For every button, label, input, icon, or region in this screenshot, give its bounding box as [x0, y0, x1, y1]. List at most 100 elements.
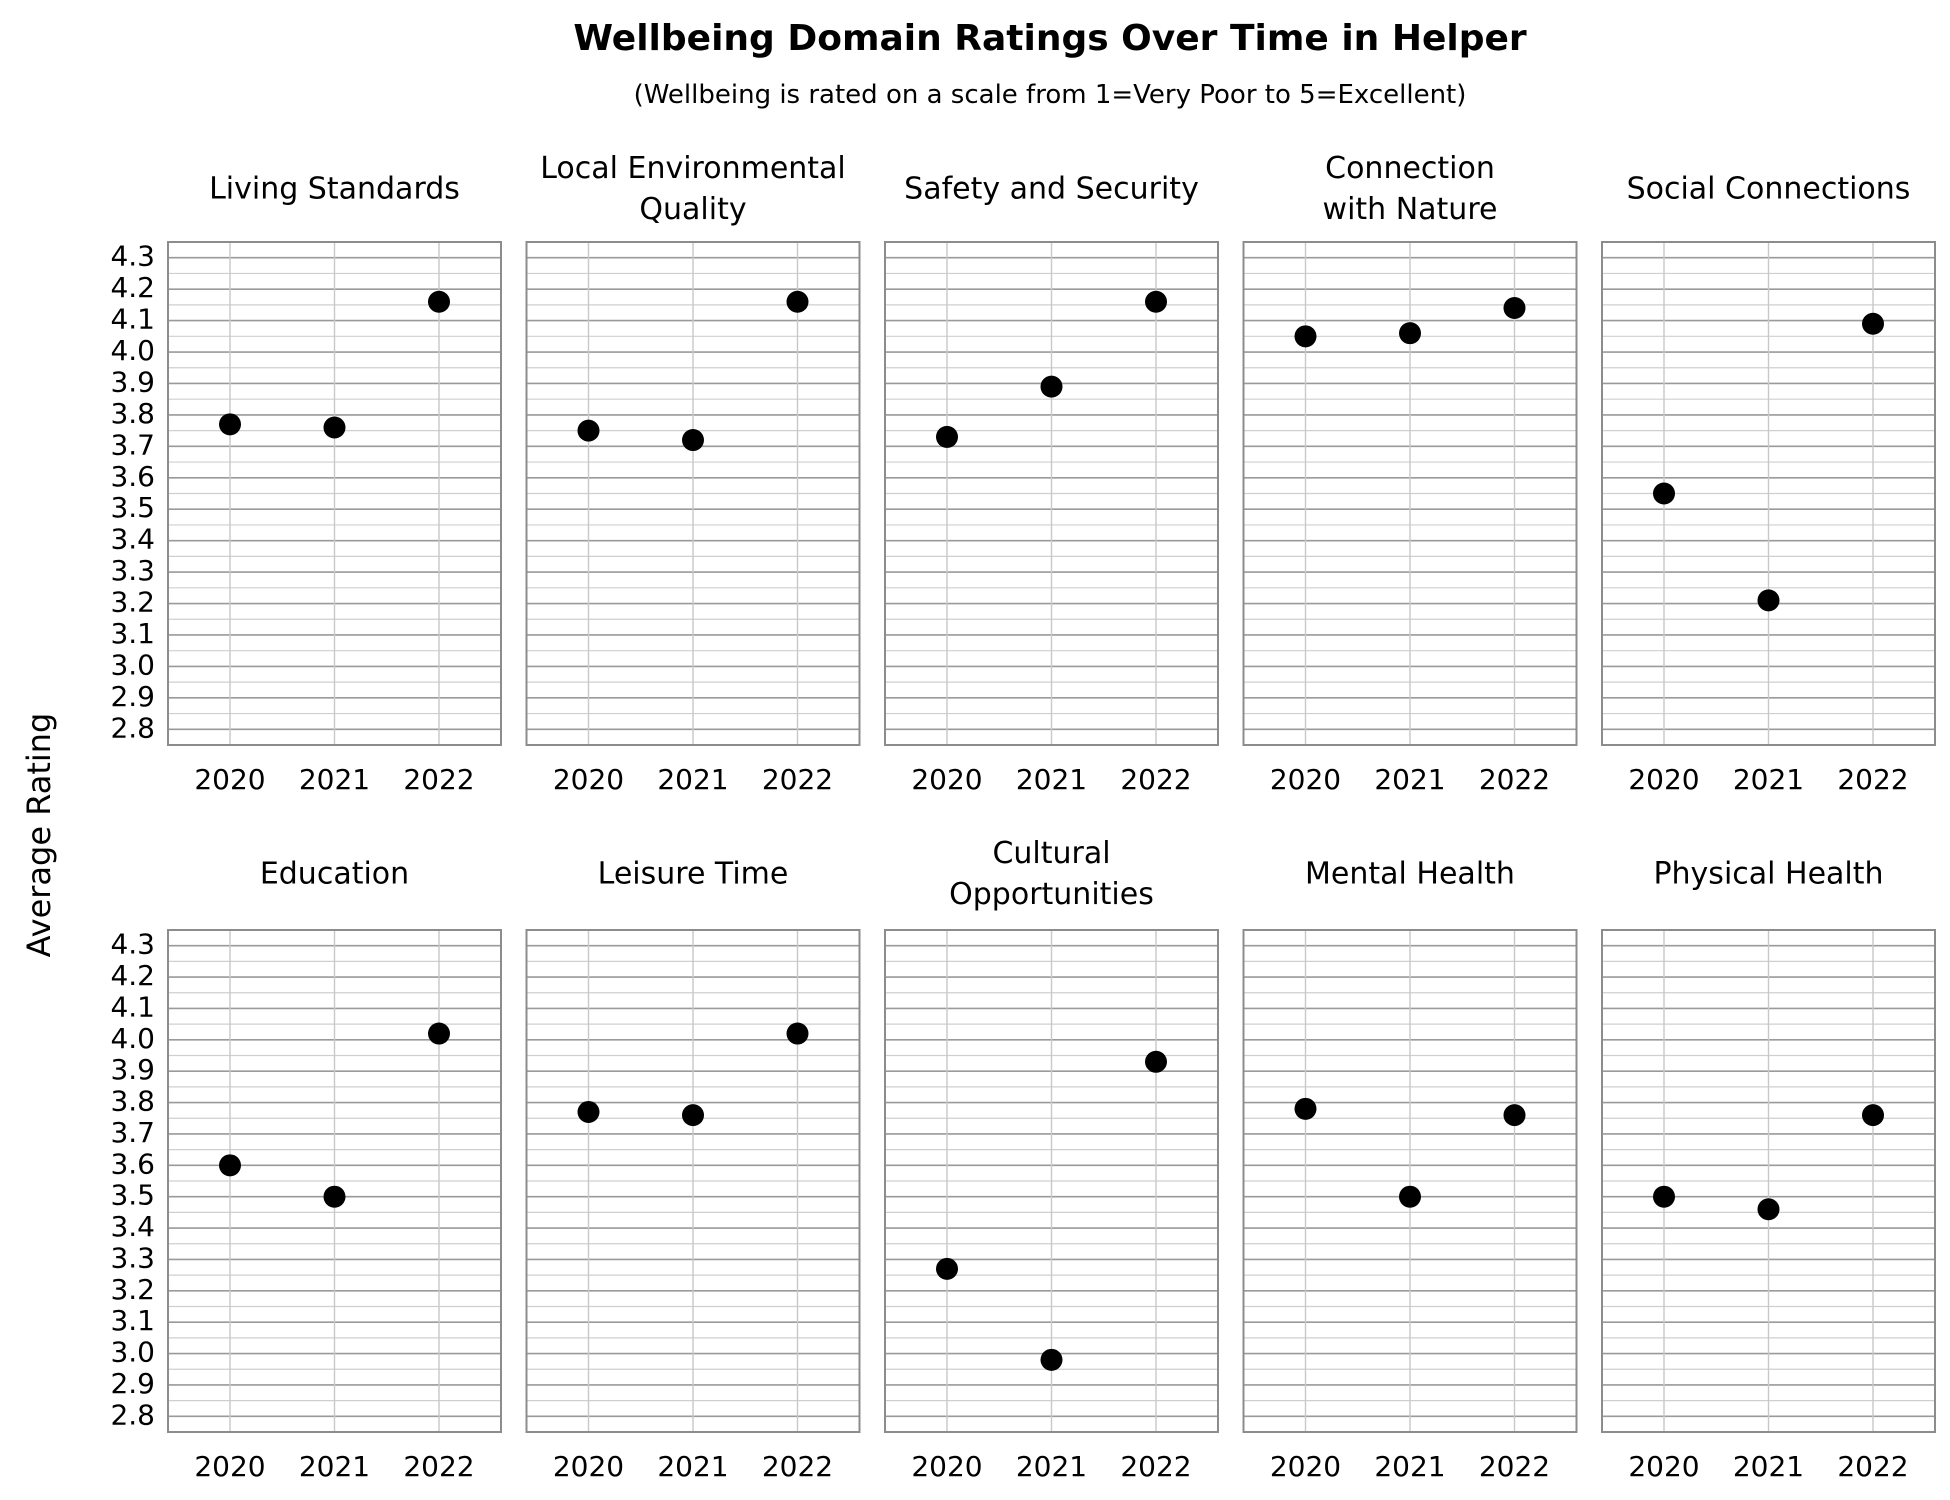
y-tick-label: 4.3 [110, 928, 155, 961]
panel-border [1601, 929, 1936, 1433]
data-point [1503, 297, 1526, 320]
y-tick-label: 3.9 [110, 365, 155, 398]
y-tick-label: 3.7 [110, 428, 155, 461]
y-tick-label: 3.5 [110, 1179, 155, 1212]
y-tick-label: 2.9 [110, 680, 155, 713]
x-tick-label: 2022 [403, 763, 474, 796]
data-point [577, 419, 600, 442]
y-tick-label: 3.3 [110, 554, 155, 587]
x-tick-label: 2022 [1837, 1450, 1908, 1483]
chart-subtitle: (Wellbeing is rated on a scale from 1=Ve… [634, 80, 1467, 110]
x-tick-label: 2021 [657, 1450, 728, 1483]
data-point [577, 1100, 600, 1123]
x-tick-label: 2021 [657, 763, 728, 796]
data-point [1862, 312, 1884, 335]
data-point [1145, 290, 1167, 313]
x-tick-label: 2022 [1479, 1450, 1550, 1483]
data-point [786, 1022, 809, 1045]
data-point [1145, 1050, 1167, 1073]
panel-border [167, 929, 502, 1433]
y-tick-label: 3.6 [110, 460, 155, 493]
x-tick-label: 2020 [911, 763, 982, 796]
x-tick-label: 2021 [1733, 763, 1804, 796]
x-tick-label: 2020 [194, 763, 265, 796]
chart-title: Wellbeing Domain Ratings Over Time in He… [573, 18, 1527, 59]
panel-title: Cultural [992, 836, 1110, 871]
panel: Local Environmental Quality 2020 2021 2022 [525, 151, 861, 796]
x-tick-label: 2021 [299, 763, 370, 796]
y-tick-label: 3.9 [110, 1053, 155, 1086]
y-tick-label: 2.8 [110, 711, 155, 744]
data-point [1399, 322, 1421, 345]
panel-title: with Nature [1323, 192, 1498, 227]
y-tick-label: 4.2 [110, 959, 155, 992]
data-point [428, 290, 450, 313]
panel-title: Connection [1325, 151, 1495, 186]
panel-title: Quality [639, 192, 746, 227]
data-point [682, 429, 704, 452]
y-tick-label: 3.7 [110, 1116, 155, 1149]
y-tick-label: 3.8 [110, 1085, 155, 1118]
x-tick-label: 2020 [1270, 763, 1341, 796]
x-tick-label: 2020 [1628, 763, 1699, 796]
data-point [1757, 1198, 1780, 1221]
y-tick-label: 4.1 [110, 303, 155, 336]
panel-title: Opportunities [949, 877, 1154, 912]
data-point [1757, 589, 1780, 612]
y-tick-label: 3.1 [110, 1304, 155, 1337]
data-point [1294, 325, 1317, 348]
y-tick-label: 3.4 [110, 523, 155, 556]
panel-title: Living Standards [209, 172, 460, 207]
y-tick-label: 4.1 [110, 990, 155, 1023]
data-point [1040, 375, 1063, 398]
x-tick-label: 2022 [762, 763, 833, 796]
x-tick-label: 2020 [194, 1450, 265, 1483]
y-tick-label: 3.1 [110, 617, 155, 650]
panel-title: Leisure Time [598, 857, 789, 892]
data-point [936, 425, 958, 448]
data-point [1503, 1104, 1526, 1127]
x-tick-label: 2020 [553, 1450, 624, 1483]
y-tick-label: 3.3 [110, 1241, 155, 1274]
data-point [323, 1185, 346, 1208]
panel-border [167, 241, 502, 746]
y-tick-label: 4.0 [110, 334, 155, 367]
x-tick-label: 2021 [299, 1450, 370, 1483]
y-tick-label: 3.6 [110, 1147, 155, 1180]
x-tick-label: 2021 [1374, 763, 1445, 796]
x-tick-label: 2021 [1016, 763, 1087, 796]
panel: Leisure Time 2020 2021 2022 [525, 857, 861, 1483]
panel-border [884, 929, 1219, 1433]
y-tick-label: 4.2 [110, 271, 155, 304]
y-tick-label: 4.3 [110, 240, 155, 273]
y-tick-label: 2.9 [110, 1367, 155, 1400]
panel-border [1242, 929, 1578, 1433]
panel: Safety and Security 2020 2021 2022 [884, 172, 1219, 796]
data-point [682, 1104, 704, 1127]
panel-title: Education [260, 857, 409, 892]
data-point [1653, 482, 1675, 505]
panel-title: Physical Health [1653, 857, 1883, 892]
x-tick-label: 2021 [1733, 1450, 1804, 1483]
y-tick-label: 3.2 [110, 586, 155, 619]
x-tick-label: 2022 [1120, 763, 1191, 796]
x-tick-label: 2020 [553, 763, 624, 796]
data-point [219, 413, 241, 436]
x-tick-label: 2020 [1270, 1450, 1341, 1483]
data-point [1040, 1348, 1063, 1371]
panel-border [884, 241, 1219, 746]
y-tick-label: 3.2 [110, 1273, 155, 1306]
y-tick-label: 2.8 [110, 1398, 155, 1431]
x-tick-label: 2022 [1120, 1450, 1191, 1483]
panel-title: Local Environmental [540, 151, 846, 186]
panel-title: Social Connections [1627, 172, 1911, 207]
y-tick-label: 3.8 [110, 397, 155, 430]
x-tick-label: 2021 [1016, 1450, 1087, 1483]
panel: Education2.82.93.03.13.23.33.43.53.63.73… [110, 857, 502, 1483]
x-tick-label: 2020 [911, 1450, 982, 1483]
y-axis-label: Average Rating [20, 713, 58, 958]
data-point [219, 1154, 241, 1177]
x-tick-label: 2021 [1374, 1450, 1445, 1483]
